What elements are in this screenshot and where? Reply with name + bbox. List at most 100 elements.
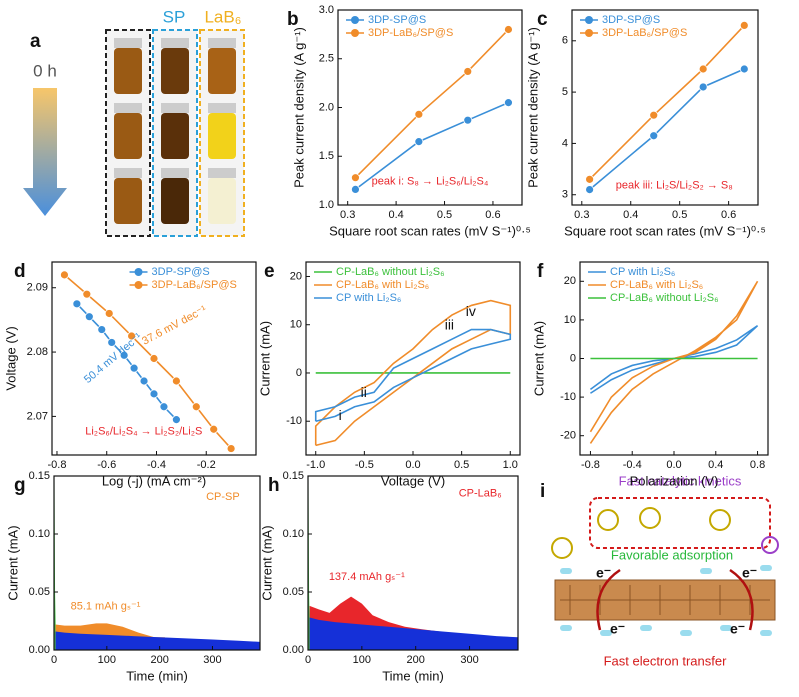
data-point [504, 25, 513, 34]
x-axis-label: Time (min) [126, 668, 188, 683]
x-tick-label: 300 [460, 654, 478, 666]
data-point [226, 444, 236, 453]
data-point [698, 64, 708, 74]
x-tick-label: -0.2 [197, 459, 216, 471]
legend-label: 3DP-LaB₆/SP@S [368, 27, 453, 39]
x-tick-label: 0.5 [672, 209, 687, 221]
area [54, 476, 57, 650]
legend-label: 3DP-SP@S [368, 14, 426, 26]
data-point [698, 82, 708, 92]
panel-letter: d [14, 261, 26, 282]
legend-marker [134, 281, 143, 289]
chart-panel: e -1.0 -0.5 0.0 0.5 1.0 -10 0 10 20 Voltage (V) Cur… [257, 261, 521, 488]
area [308, 476, 311, 650]
legend-label: 3DP-SP@S [602, 14, 660, 26]
electron: e⁻ [596, 565, 611, 581]
panel-letter: e [264, 261, 275, 282]
y-axis-label: Current (mA) [259, 525, 274, 600]
panel-letter: i [540, 481, 545, 502]
y-tick-label: 5 [562, 86, 568, 98]
plot-area [54, 476, 260, 650]
panel-letter: c [537, 9, 548, 30]
y-axis-label: Current (mA) [531, 321, 546, 396]
x-tick-label: 0.4 [388, 209, 403, 221]
series-line [589, 280, 759, 444]
x-tick-label: 200 [407, 654, 425, 666]
legend-label: CP-LaB₆ without Li₂S₆ [336, 266, 445, 278]
x-tick-label: 0.5 [454, 459, 469, 471]
legend-label: CP-LaB₆ without Li₂S₆ [610, 292, 719, 304]
x-tick-label: 100 [98, 654, 116, 666]
x-tick-label: -0.6 [97, 459, 116, 471]
series-line [354, 28, 510, 179]
annotation: iii [445, 316, 454, 332]
electron: e⁻ [730, 621, 745, 637]
chart-panel: g 0 100 200 300 0.00 0.05 0.10 0.15 Time (min) Cur… [5, 470, 261, 683]
data-point [171, 376, 181, 386]
diagram-panel: i Fast catalytic kinetics Favorable adso… [540, 473, 779, 668]
x-axis-label: Log (-j) (mA cm⁻²) [102, 473, 206, 488]
chart-panel: b 0.3 0.4 0.5 0.6 1.0 1.5 2.0 2.5 3.0 Square root … [287, 4, 531, 239]
diagram-text: Favorable adsorption [611, 547, 733, 562]
legend-label: CP-LaB₆ with Li₂S₆ [610, 279, 703, 291]
series-line [314, 328, 512, 423]
data-point [463, 115, 473, 125]
legend-label: CP with Li₂S₆ [610, 266, 675, 278]
data-point [414, 137, 424, 147]
y-tick-label: -10 [560, 391, 576, 403]
x-tick-label: -1.0 [306, 459, 325, 471]
electron-path [596, 568, 754, 631]
plot-area [351, 25, 513, 194]
series-line [589, 68, 745, 191]
x-tick-label: 200 [150, 654, 168, 666]
y-tick-label: 0.05 [29, 586, 50, 598]
diagram-text: Fast catalytic kinetics [619, 473, 742, 488]
y-axis-label: Current (mA) [5, 525, 20, 600]
legend-label: 3DP-SP@S [152, 266, 210, 278]
x-tick-label: 0.0 [405, 459, 420, 471]
electron: e⁻ [742, 565, 757, 581]
data-point [649, 131, 659, 141]
data-point [82, 289, 92, 299]
x-tick-label: 0.6 [485, 209, 500, 221]
legend-marker [585, 16, 593, 24]
chart-panel: h 0 100 200 300 0.00 0.05 0.10 0.15 Time (min) Cur… [259, 470, 519, 683]
molecules [551, 507, 779, 559]
x-tick-label: 100 [353, 654, 371, 666]
legend-label: CP-LaB₆ with Li₂S₆ [336, 279, 429, 291]
y-axis-label: Peak current density (A g⁻¹) [291, 27, 306, 188]
y-axis-label: Current (mA) [257, 321, 272, 396]
x-axis-label: Time (min) [382, 668, 444, 683]
y-tick-label: -20 [560, 430, 576, 442]
lattice [560, 585, 770, 615]
y-tick-label: 2.07 [27, 410, 48, 422]
y-tick-label: 1.0 [319, 199, 334, 211]
x-tick-label: 0.5 [437, 209, 452, 221]
data-point [351, 184, 360, 194]
time-arrow [23, 88, 67, 216]
y-tick-label: 0.15 [29, 470, 50, 482]
legend-label: CP with Li₂S₆ [336, 292, 401, 304]
x-tick-label: 1.0 [503, 459, 518, 471]
y-tick-label: 10 [290, 319, 302, 331]
data-point [209, 424, 219, 434]
annotation: Li₂S₆/Li₂S₄ → Li₂S₂/Li₂S [85, 426, 202, 438]
x-tick-label: -0.8 [47, 459, 66, 471]
series-line [314, 299, 512, 447]
x-tick-label: 0.0 [666, 459, 681, 471]
area [55, 631, 260, 650]
data-point [463, 67, 473, 76]
y-tick-label: 6 [562, 35, 568, 47]
x-tick-label: -0.4 [147, 459, 166, 471]
data-point [72, 299, 82, 309]
y-tick-label: 0.00 [29, 644, 50, 656]
x-tick-label: 0.3 [340, 209, 355, 221]
plot-area [589, 280, 759, 444]
series-line [63, 274, 232, 450]
plot-frame [307, 475, 519, 651]
y-tick-label: -10 [286, 415, 302, 427]
y-tick-label: 0.15 [283, 470, 304, 482]
annotation: CP-SP [206, 491, 240, 503]
x-axis-label: Voltage (V) [381, 473, 445, 488]
plot-area [308, 476, 518, 650]
